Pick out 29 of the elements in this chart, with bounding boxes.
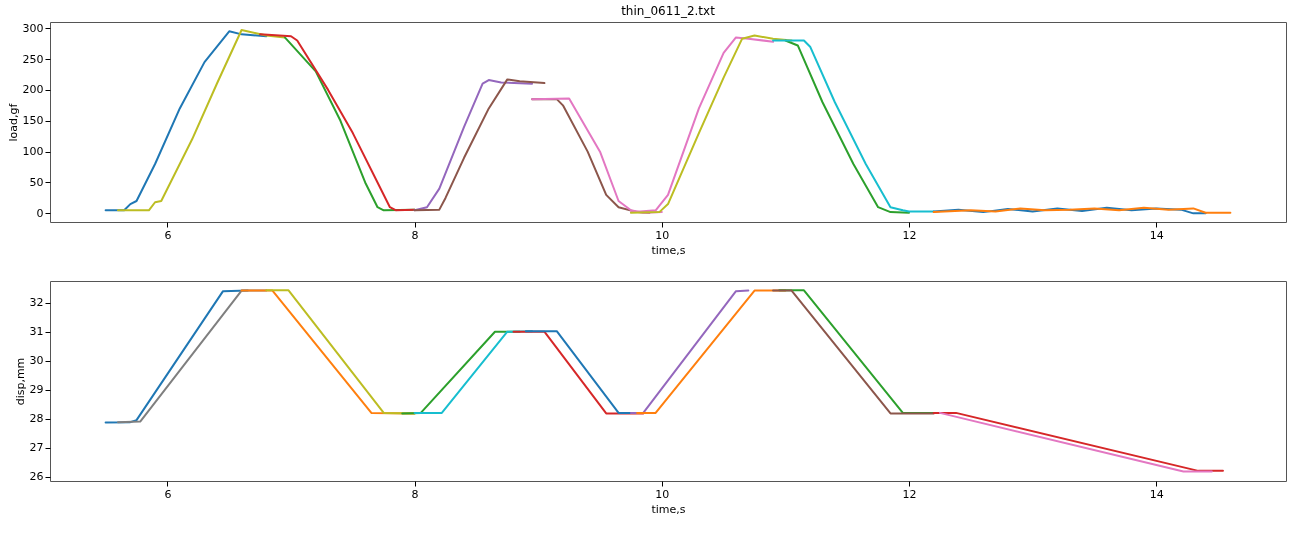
y-axis-title: load,gf — [6, 102, 20, 142]
y-tick-label: 300 — [22, 21, 44, 35]
y-tick-label: 28 — [29, 412, 44, 426]
y-tick-label: 150 — [22, 114, 44, 128]
x-tick-label: 6 — [164, 487, 172, 501]
y-tick-label: 29 — [29, 383, 44, 397]
y-tick-label: 27 — [29, 441, 44, 455]
x-axis-title: time,s — [651, 502, 686, 516]
y-tick-label: 30 — [29, 354, 44, 368]
x-tick-label: 12 — [902, 228, 917, 242]
y-tick-label: 0 — [36, 206, 44, 220]
x-tick-label: 8 — [411, 228, 419, 242]
y-tick-label: 32 — [29, 296, 44, 310]
x-tick-label: 8 — [411, 487, 419, 501]
y-tick-label: 31 — [29, 325, 44, 339]
x-tick-label: 12 — [902, 487, 917, 501]
y-tick-label: 50 — [29, 175, 44, 189]
x-axis-title: time,s — [651, 243, 686, 257]
y-tick-label: 100 — [22, 145, 44, 159]
y-tick-label: 250 — [22, 52, 44, 66]
y-tick-label: 26 — [29, 470, 44, 484]
x-tick-label: 14 — [1149, 228, 1164, 242]
x-tick-label: 6 — [164, 228, 172, 242]
y-axis-title: disp,mm — [13, 357, 27, 406]
x-tick-label: 10 — [655, 487, 670, 501]
chart-title: thin_0611_2.txt — [621, 4, 716, 18]
x-tick-label: 14 — [1149, 487, 1164, 501]
x-tick-label: 10 — [655, 228, 670, 242]
y-tick-label: 200 — [22, 83, 44, 97]
